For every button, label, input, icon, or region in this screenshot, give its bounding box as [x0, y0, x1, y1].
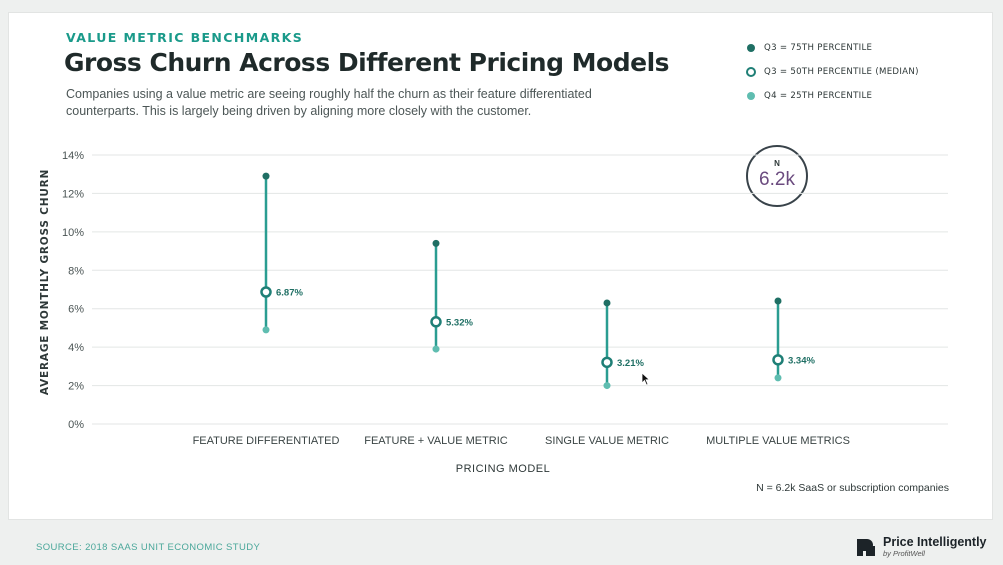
y-tick-label: 2%: [68, 381, 84, 393]
median-point: [260, 286, 272, 298]
y-tick-label: 12%: [62, 188, 84, 200]
legend-marker-q25: [747, 92, 755, 100]
legend-label-q75: Q3 = 75TH PERCENTILE: [764, 43, 873, 53]
q75-point: [774, 297, 782, 305]
q25-point: [432, 345, 440, 353]
source-note: SOURCE: 2018 SAAS UNIT ECONOMIC STUDY: [36, 542, 261, 553]
median-data-label: 3.21%: [617, 358, 644, 369]
sample-size-value: 6.2k: [759, 169, 795, 190]
y-axis-label: AVERAGE MONTHLY GROSS CHURN: [39, 169, 51, 395]
median-point: [430, 316, 442, 328]
legend-marker-median: [746, 67, 756, 77]
chart-subtitle: Companies using a value metric are seein…: [66, 87, 592, 118]
median-data-label: 3.34%: [788, 355, 815, 366]
legend-item-median: Q3 = 50TH PERCENTILE (MEDIAN): [738, 60, 919, 84]
price-intelligently-icon: [857, 539, 875, 556]
legend-item-q25: Q4 = 25TH PERCENTILE: [738, 84, 919, 108]
x-tick-label: FEATURE + VALUE METRIC: [364, 435, 508, 447]
y-tick-label: 14%: [62, 150, 84, 162]
median-data-label: 6.87%: [276, 287, 303, 298]
footnote: N = 6.2k SaaS or subscription companies: [756, 482, 949, 494]
legend-item-q75: Q3 = 75TH PERCENTILE: [738, 36, 919, 60]
mouse-cursor-icon: [641, 372, 651, 386]
legend-label-median: Q3 = 50TH PERCENTILE (MEDIAN): [764, 67, 919, 77]
y-tick-label: 4%: [68, 342, 84, 354]
x-tick-label: MULTIPLE VALUE METRICS: [706, 435, 850, 447]
q25-point: [262, 326, 270, 334]
q25-point: [603, 382, 611, 390]
y-tick-label: 8%: [68, 265, 84, 277]
brand-logo: Price Intelligently by ProfitWell: [855, 536, 987, 558]
legend-label-q25: Q4 = 25TH PERCENTILE: [764, 91, 873, 101]
chart-card: [8, 12, 993, 520]
x-tick-label: SINGLE VALUE METRIC: [545, 435, 669, 447]
y-tick-label: 6%: [68, 304, 84, 316]
median-point: [772, 354, 784, 366]
q75-point: [432, 239, 440, 247]
median-data-label: 5.32%: [446, 317, 473, 328]
chart-title: Gross Churn Across Different Pricing Mod…: [64, 48, 670, 77]
legend-marker-q75: [747, 44, 755, 52]
q75-point: [603, 299, 611, 307]
brand-sub: by ProfitWell: [883, 549, 925, 558]
q25-point: [774, 374, 782, 382]
x-axis-label: PRICING MODEL: [456, 463, 551, 475]
q75-point: [262, 172, 270, 180]
sample-size-label: N: [774, 159, 780, 168]
eyebrow-label: VALUE METRIC BENCHMARKS: [66, 30, 304, 45]
median-point: [601, 356, 613, 369]
brand-name: Price Intelligently: [883, 535, 987, 549]
legend: Q3 = 75TH PERCENTILE Q3 = 50TH PERCENTIL…: [738, 36, 919, 108]
y-tick-label: 0%: [68, 419, 84, 431]
x-tick-label: FEATURE DIFFERENTIATED: [193, 435, 340, 447]
y-tick-label: 10%: [62, 227, 84, 239]
